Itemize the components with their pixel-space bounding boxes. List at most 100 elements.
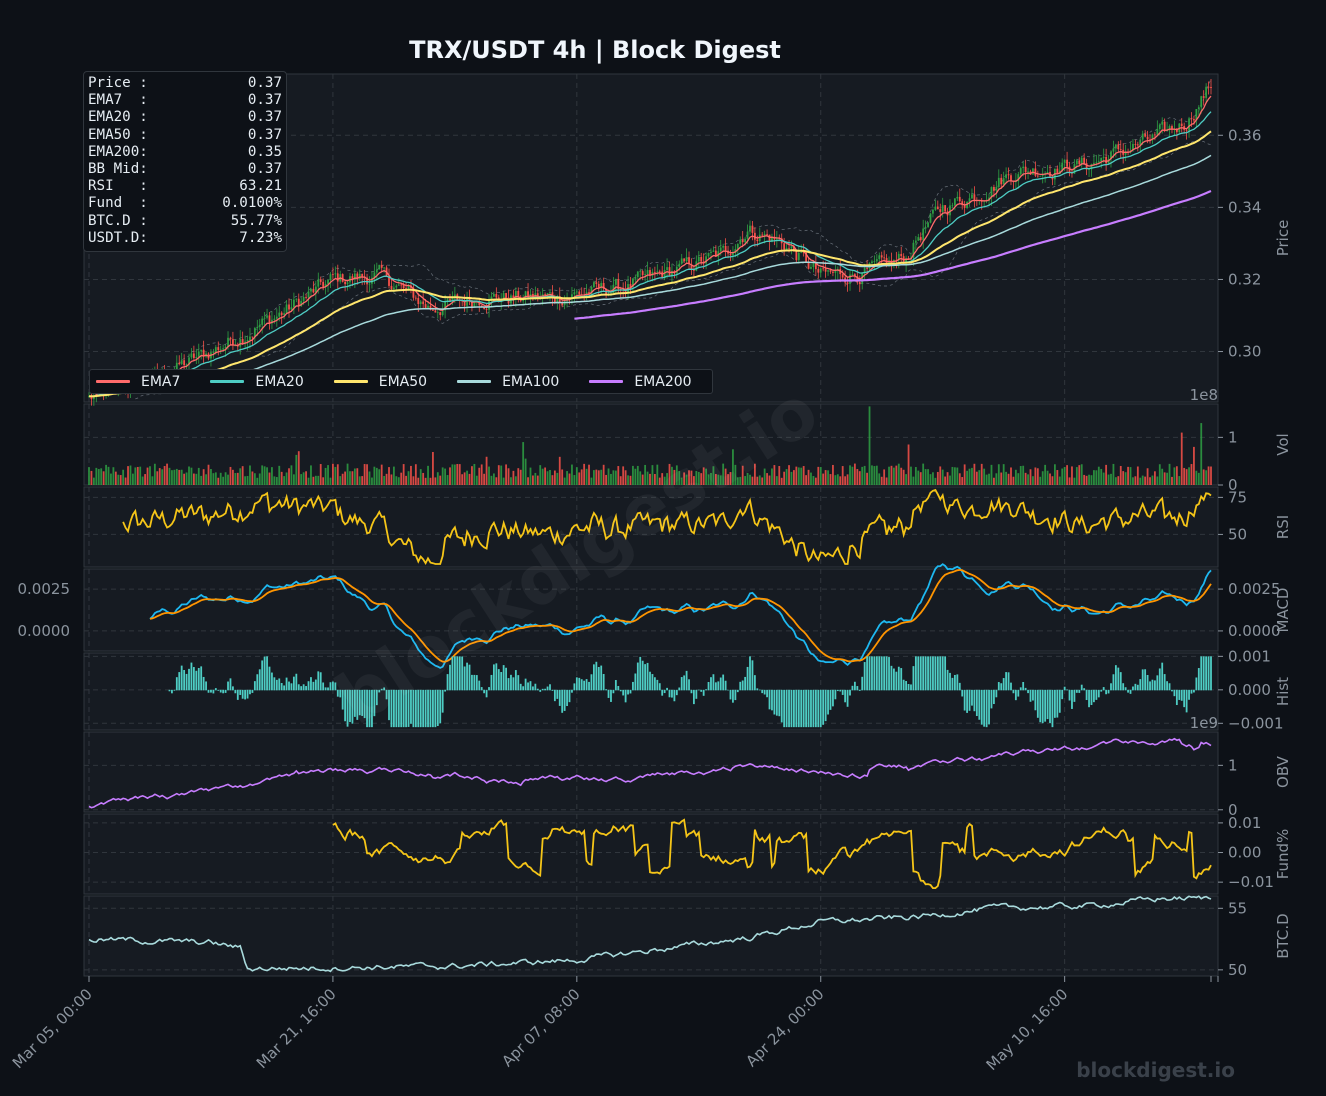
candle-body [590, 287, 593, 295]
volume-bar [271, 467, 273, 485]
hist-bar [232, 686, 234, 691]
hist-bar [593, 664, 595, 691]
info-row: EMA200: 0.35 [88, 144, 282, 161]
hist-bar [1078, 689, 1081, 693]
volume-bar [1146, 468, 1149, 485]
volume-bar [693, 476, 695, 485]
candle-body [736, 243, 739, 250]
hist-bar [1102, 687, 1105, 691]
candle-body [817, 269, 820, 273]
info-key: EMA50 : [88, 126, 148, 143]
candle-body [856, 276, 859, 283]
hist-bar [285, 677, 288, 691]
hist-bar [168, 689, 171, 692]
hist-bar [907, 683, 910, 691]
volume-bar [590, 477, 593, 485]
volume-bar [990, 464, 993, 485]
candle-body [1022, 166, 1025, 169]
candle-body [632, 278, 634, 287]
hist-bar [522, 686, 525, 691]
volume-bar [349, 471, 351, 485]
hist-bar [980, 689, 983, 725]
candle-body [739, 239, 742, 244]
volume-bar [292, 474, 295, 485]
hist-bar [836, 689, 839, 692]
hist-bar [1090, 689, 1093, 706]
volume-bar [371, 477, 373, 485]
volume-bar [661, 473, 664, 485]
hist-bar [1073, 689, 1076, 702]
volume-bar [805, 475, 808, 485]
volume-bar [395, 476, 398, 485]
hist-bar [1151, 679, 1154, 691]
hist-bar [902, 679, 905, 691]
hist-bar [958, 682, 961, 691]
hist-bar [363, 689, 366, 719]
hist-bar [1110, 683, 1112, 691]
volume-bar [1154, 471, 1156, 485]
candle-body [1034, 168, 1037, 176]
hist-bar [1107, 689, 1110, 694]
volume-bar [966, 470, 968, 485]
candle-body [1141, 133, 1144, 140]
volume-bar [1056, 470, 1059, 485]
volume-bar [717, 474, 720, 485]
volume-bar [1039, 476, 1042, 485]
volume-bar [1107, 474, 1110, 485]
hist-bar [963, 689, 966, 711]
volume-bar [129, 465, 132, 485]
candle-body [197, 351, 200, 357]
hist-bar [1007, 672, 1010, 691]
hist-bar [580, 679, 583, 691]
hist-bar [324, 687, 327, 691]
volume-bar [951, 466, 954, 485]
volume-bar [1095, 470, 1098, 485]
hist-bar [832, 689, 834, 707]
volume-bar [502, 477, 505, 485]
volume-bar [441, 467, 444, 485]
candle-body [302, 296, 305, 301]
hist-bar [375, 689, 378, 706]
candle-body [261, 318, 264, 325]
volume-bar [851, 466, 854, 485]
hist-bar [424, 689, 427, 728]
hist-bar [1029, 689, 1032, 702]
hist-bar [202, 676, 205, 691]
volume-bar [210, 469, 212, 485]
candle-body [678, 263, 681, 267]
candle-body [251, 336, 254, 338]
hist-bar [607, 689, 610, 698]
hist-bar [600, 665, 603, 691]
volume-bar [1036, 468, 1039, 485]
volume-bar [761, 477, 764, 485]
hist-bar [551, 689, 554, 691]
volume-bar [605, 474, 607, 485]
candle-body [1039, 175, 1042, 177]
volume-bar [746, 472, 749, 485]
hist-bar [910, 684, 912, 691]
volume-bar [707, 474, 710, 485]
volume-bar [705, 468, 707, 485]
volume-bar [485, 456, 488, 485]
volume-ylabel: Vol [1274, 433, 1292, 455]
volume-bar [675, 465, 678, 485]
hist-bar [368, 689, 371, 728]
hist-bar [775, 689, 778, 716]
volume-bar [822, 473, 825, 485]
volume-bar [363, 464, 366, 485]
candle-body [712, 250, 715, 252]
hist-bar [356, 689, 359, 720]
hist-bar [183, 670, 186, 691]
volume-bar [217, 477, 220, 485]
candle-body [380, 264, 383, 268]
volume-bar [1193, 446, 1195, 485]
hist-bar [1058, 689, 1061, 713]
candle-body [285, 304, 288, 314]
hist-bar [1063, 686, 1066, 691]
hist-bar [610, 689, 612, 702]
hist-bar [763, 689, 766, 695]
volume-bar [1080, 464, 1083, 485]
hist-bar [524, 678, 527, 691]
volume-bar [488, 466, 490, 485]
volume-bar [551, 475, 554, 485]
